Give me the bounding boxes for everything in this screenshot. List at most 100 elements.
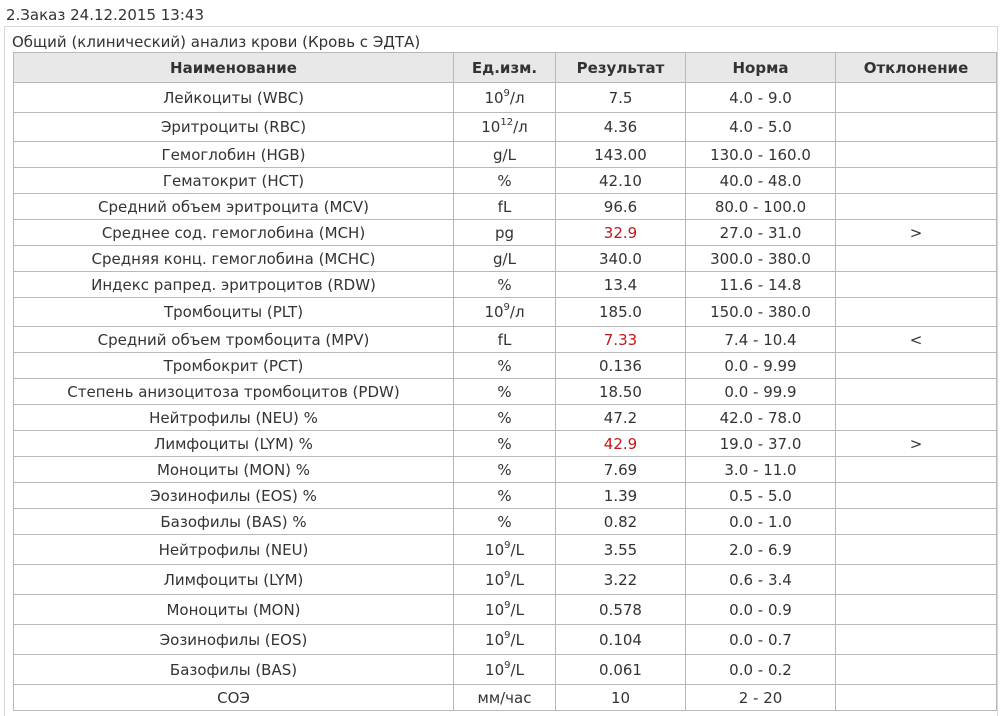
unit-suffix: /L	[510, 660, 524, 679]
cell-deviation: >	[835, 219, 997, 246]
cell-norm: 42.0 - 78.0	[685, 404, 836, 431]
cell-name: Нейтрофилы (NEU) %	[13, 404, 454, 431]
unit-base: %	[497, 460, 512, 479]
table-row: Среднее сод. гемоглобина (MCH) pg 32.9 27.0…	[13, 219, 997, 246]
cell-norm: 130.0 - 160.0	[685, 141, 836, 168]
cell-unit: g/L	[453, 141, 556, 168]
cell-deviation	[835, 456, 997, 483]
cell-name: Среднее сод. гемоглобина (MCH)	[13, 219, 454, 246]
cell-unit: %	[453, 352, 556, 379]
cell-deviation	[835, 508, 997, 535]
unit-exponent: 9	[504, 629, 511, 641]
cell-unit: 109/L	[453, 594, 556, 625]
cell-deviation	[835, 564, 997, 595]
cell-unit: fL	[453, 193, 556, 220]
cell-name: Средний объем тромбоцита (MPV)	[13, 326, 454, 353]
table-row: Лимфоциты (LYM) %% 42.9 19.0 - 37.0 >	[13, 430, 997, 457]
cell-result: 4.36	[555, 112, 686, 142]
cell-result: 13.4	[555, 271, 686, 298]
cell-norm: 0.0 - 0.9	[685, 594, 836, 625]
table-row: Средний объем эритроцита (MCV) fL 96.6 80.0…	[13, 193, 997, 220]
unit-base: %	[497, 171, 512, 190]
cell-unit: %	[453, 378, 556, 405]
unit-base: %	[497, 275, 512, 294]
unit-suffix: /L	[510, 570, 524, 589]
cell-deviation	[835, 594, 997, 625]
table-row: Индекс рапред. эритроцитов (RDW)% 13.4 11.…	[13, 271, 997, 298]
cell-name: СОЭ	[13, 684, 454, 711]
cell-result: 10	[555, 684, 686, 711]
cell-result: 7.33	[555, 326, 686, 353]
unit-exponent: 12	[500, 117, 514, 128]
cell-norm: 150.0 - 380.0	[685, 297, 836, 327]
cell-norm: 0.5 - 5.0	[685, 482, 836, 509]
cell-name: Лимфоциты (LYM)	[13, 564, 454, 595]
cell-norm: 0.6 - 3.4	[685, 564, 836, 595]
cell-unit: fL	[453, 326, 556, 353]
table-row: Гематокрит (HCT)% 42.10 40.0 - 48.0	[13, 167, 997, 194]
cell-norm: 300.0 - 380.0	[685, 245, 836, 272]
unit-base: %	[497, 408, 512, 427]
cell-norm: 0.0 - 0.7	[685, 624, 836, 655]
cell-norm: 80.0 - 100.0	[685, 193, 836, 220]
cell-unit: мм/час	[453, 684, 556, 711]
table-row: Тромбокрит (PCT)% 0.136 0.0 - 9.99	[13, 352, 997, 379]
table-row: Базофилы (BAS) 109/L 0.061 0.0 - 0.2	[13, 654, 997, 685]
cell-result: 18.50	[555, 378, 686, 405]
table-row: Лейкоциты (WBC) 109/л 7.5 4.0 - 9.0	[13, 82, 997, 113]
cell-unit: %	[453, 508, 556, 535]
table-row: Средняя конц. гемоглобина (MCHC) g/L 340.0…	[13, 245, 997, 272]
cell-unit: 109/л	[453, 297, 556, 327]
unit-base: 10	[481, 118, 501, 136]
cell-name: Моноциты (MON) %	[13, 456, 454, 483]
cell-deviation	[835, 352, 997, 379]
cell-deviation: >	[835, 430, 997, 457]
unit-exponent: 9	[504, 599, 511, 611]
cell-norm: 27.0 - 31.0	[685, 219, 836, 246]
unit-base: 10	[485, 630, 505, 649]
cell-unit: 1012/л	[453, 112, 556, 142]
cell-name: Моноциты (MON)	[13, 594, 454, 625]
cell-name: Эритроциты (RBC)	[13, 112, 454, 142]
cell-result: 96.6	[555, 193, 686, 220]
table-row: Средний объем тромбоцита (MPV) fL 7.33 7.4 …	[13, 326, 997, 353]
cell-deviation	[835, 654, 997, 685]
table-row: Лимфоциты (LYM) 109/L 3.22 0.6 - 3.4	[13, 564, 997, 595]
unit-base: 10	[484, 88, 504, 107]
table-row: Нейтрофилы (NEU) %% 47.2 42.0 - 78.0	[13, 404, 997, 431]
cell-unit: 109/L	[453, 564, 556, 595]
unit-exponent: 9	[503, 87, 510, 99]
unit-exponent: 9	[503, 302, 510, 313]
cell-norm: 4.0 - 9.0	[685, 82, 836, 113]
cell-name: Тромбоциты (PLT)	[13, 297, 454, 327]
cell-result: 0.578	[555, 594, 686, 625]
table-row: СОЭ мм/час 10 2 - 20	[13, 684, 997, 711]
cell-result: 42.9	[555, 430, 686, 457]
cell-name: Лимфоциты (LYM) %	[13, 430, 454, 457]
cell-norm: 11.6 - 14.8	[685, 271, 836, 298]
cell-deviation	[835, 624, 997, 655]
cell-norm: 0.0 - 0.2	[685, 654, 836, 685]
cell-name: Средняя конц. гемоглобина (MCHC)	[13, 245, 454, 272]
table-row: Нейтрофилы (NEU) 109/L 3.55 2.0 - 6.9	[13, 534, 997, 565]
cell-deviation	[835, 141, 997, 168]
unit-suffix: /L	[510, 600, 524, 619]
table-row: Эозинофилы (EOS) %% 1.39 0.5 - 5.0	[13, 482, 997, 509]
cell-norm: 2.0 - 6.9	[685, 534, 836, 565]
unit-base: %	[497, 434, 512, 453]
cell-deviation	[835, 245, 997, 272]
cell-unit: %	[453, 167, 556, 194]
cell-result: 0.82	[555, 508, 686, 535]
cell-norm: 0.0 - 9.99	[685, 352, 836, 379]
cell-result: 32.9	[555, 219, 686, 246]
cell-unit: %	[453, 456, 556, 483]
cell-result: 7.69	[555, 456, 686, 483]
cell-unit: 109/L	[453, 534, 556, 565]
cell-result: 42.10	[555, 167, 686, 194]
cell-name: Эозинофилы (EOS)	[13, 624, 454, 655]
analysis-panel: Общий (клинический) анализ крови (Кровь …	[4, 26, 998, 716]
unit-base: g/L	[493, 249, 516, 268]
cell-norm: 3.0 - 11.0	[685, 456, 836, 483]
table-row: Моноциты (MON) %% 7.69 3.0 - 11.0	[13, 456, 997, 483]
cell-unit: g/L	[453, 245, 556, 272]
